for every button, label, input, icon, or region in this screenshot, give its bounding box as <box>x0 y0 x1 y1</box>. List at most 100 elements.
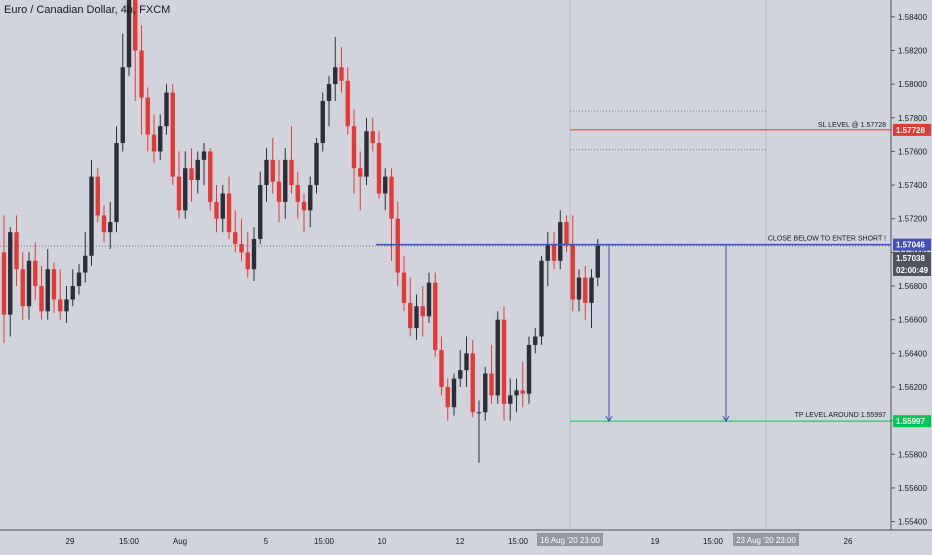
price-tick-label: 1.56600 <box>898 316 927 325</box>
time-label: 29 <box>66 537 75 546</box>
candle <box>301 193 307 233</box>
price-tick-label: 1.57400 <box>898 181 927 190</box>
candle-body <box>33 260 38 287</box>
tp-label: TP LEVEL AROUND 1.55997 <box>795 412 887 419</box>
candle <box>564 215 569 253</box>
candle-body <box>526 344 532 394</box>
price-tick-label: 1.56800 <box>898 282 927 291</box>
candle-body <box>508 395 513 404</box>
candle <box>33 242 38 300</box>
candle <box>464 336 469 387</box>
candle-body <box>351 126 357 169</box>
candle <box>420 286 425 337</box>
candle-body <box>270 159 275 182</box>
candle <box>170 84 175 186</box>
candle-body <box>101 215 107 233</box>
price-tick-label: 1.58400 <box>898 13 927 22</box>
candle <box>101 205 107 243</box>
candle-body <box>370 131 375 144</box>
candle <box>364 117 369 186</box>
time-label: 15:00 <box>314 537 335 546</box>
target-arrow[interactable] <box>722 244 730 423</box>
candle-body <box>395 218 400 273</box>
candle <box>289 126 294 194</box>
entry-price-badge: 1.57046 <box>893 238 931 251</box>
candle <box>258 171 263 244</box>
price-tick-label: 1.56200 <box>898 383 927 392</box>
candle-body <box>239 243 244 253</box>
candle <box>214 185 219 233</box>
candle <box>383 168 388 211</box>
candle-body <box>145 97 150 135</box>
candle-body <box>108 222 113 233</box>
time-label: 15:00 <box>119 537 140 546</box>
candle <box>126 0 132 76</box>
time-label: 19 <box>651 537 660 546</box>
candle-body <box>39 286 44 312</box>
candle <box>551 232 557 270</box>
price-tick-label: 1.57800 <box>898 114 927 123</box>
price-tick-label: 1.55800 <box>898 450 927 459</box>
candle <box>339 47 344 93</box>
candle-body <box>233 232 238 244</box>
candle-body <box>258 185 263 239</box>
candle-body <box>126 0 132 68</box>
candle <box>526 336 532 404</box>
candle-body <box>95 176 100 216</box>
candle-body <box>458 370 463 379</box>
grid-layer <box>569 0 767 530</box>
candle <box>414 294 419 340</box>
candle-body <box>345 80 350 127</box>
candle <box>358 151 363 211</box>
candle-body <box>120 67 125 144</box>
candle <box>483 366 488 421</box>
candle <box>251 227 257 281</box>
candle-body <box>76 272 82 287</box>
candle <box>345 67 350 135</box>
candle <box>83 232 88 283</box>
candle-body <box>245 252 250 270</box>
time-axis[interactable]: 29 15:00 Aug 5 15:00 10 12 15:00 19 15:00 26 16 Aug… <box>0 529 932 550</box>
time-highlight-label: 23 Aug '20 23:00 <box>733 533 799 546</box>
candle-body <box>501 319 507 404</box>
countdown-badge: 02:00:49 <box>893 263 931 276</box>
candle <box>158 114 163 160</box>
candle <box>539 255 544 345</box>
candle-body <box>533 336 538 345</box>
candle-body <box>558 222 563 261</box>
candle-body <box>89 176 94 256</box>
time-label: 10 <box>378 537 387 546</box>
svg-text:1.57728: 1.57728 <box>896 126 925 135</box>
candle-body <box>339 67 344 81</box>
candle <box>95 168 100 223</box>
candle <box>270 137 275 194</box>
target-arrow[interactable] <box>605 244 613 423</box>
candle <box>201 143 207 186</box>
candle-body <box>451 378 457 408</box>
candle <box>208 148 213 211</box>
time-label: 5 <box>264 537 269 546</box>
svg-text:1.55997: 1.55997 <box>896 417 925 426</box>
candle <box>508 378 513 421</box>
price-axis[interactable]: 1.58400 1.58200 1.58000 1.57800 1.57600 1.574… <box>890 0 932 530</box>
price-tick-label: 1.57600 <box>898 147 927 156</box>
time-labels: 29 15:00 Aug 5 15:00 10 12 15:00 19 15:00 26 16 Aug… <box>66 533 853 546</box>
candle-body <box>514 390 519 396</box>
candle <box>470 339 475 418</box>
price-badges: 1.57728 1.57046 1.57038 02:00:49 1.55997 <box>893 123 931 428</box>
candle <box>51 262 57 313</box>
candle-body <box>14 232 19 270</box>
candle <box>520 361 525 408</box>
candle <box>583 265 588 320</box>
candle-body <box>201 151 207 160</box>
time-label: Aug <box>173 537 187 546</box>
candle-body <box>551 243 557 261</box>
candle-body <box>358 168 363 177</box>
candle <box>245 232 250 278</box>
candle-body <box>301 201 307 211</box>
price-tick-label: 1.55600 <box>898 484 927 493</box>
candle <box>458 349 463 387</box>
time-label: 26 <box>844 537 853 546</box>
